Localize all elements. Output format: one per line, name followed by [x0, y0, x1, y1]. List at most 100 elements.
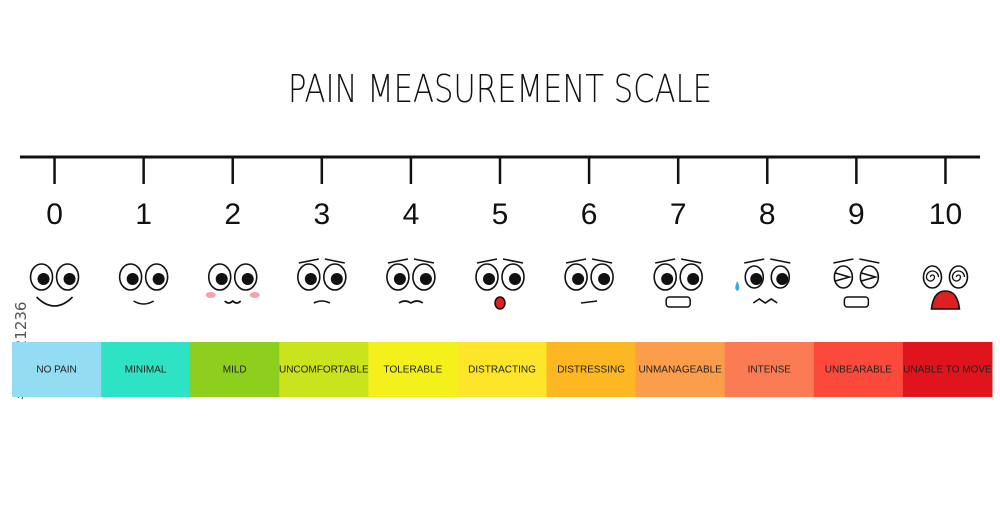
level-band: [546, 342, 637, 397]
face: [205, 263, 260, 304]
level-label: DISTRESSING: [557, 365, 625, 376]
eye-squint: [861, 272, 879, 282]
face: [922, 265, 969, 310]
pupil: [241, 273, 254, 285]
level-band: [813, 342, 904, 397]
pupil: [509, 273, 521, 285]
eye: [859, 265, 880, 289]
eye-spiral: [951, 270, 966, 282]
mouth: [35, 296, 74, 307]
mouth: [580, 300, 598, 304]
face: [564, 258, 614, 304]
brow: [833, 258, 854, 264]
eye-spiral: [925, 270, 940, 282]
level-label: NO PAIN: [36, 365, 76, 376]
blush: [249, 292, 260, 298]
title: PAIN MEASUREMENT SCALE: [288, 67, 712, 111]
level-number: 6: [581, 198, 598, 231]
face: [118, 263, 169, 305]
face: [475, 258, 525, 310]
eye-squint: [835, 272, 853, 282]
brow: [859, 258, 880, 264]
tear: [735, 281, 740, 291]
face: [735, 258, 791, 304]
brow: [387, 258, 409, 264]
pupil: [419, 273, 432, 285]
level-band: [635, 342, 726, 397]
level-label: INTENSE: [748, 365, 792, 376]
mouth: [752, 298, 778, 304]
mouth: [313, 300, 331, 304]
pupil: [393, 273, 406, 285]
level-label: UNABLE TO MOVE: [903, 365, 992, 376]
face: [297, 258, 347, 304]
pupil: [215, 273, 228, 285]
level-number: 1: [135, 198, 152, 231]
eye: [833, 265, 854, 289]
pupil: [330, 273, 343, 285]
mouth: [133, 300, 155, 305]
pupil: [687, 273, 700, 285]
face: [833, 258, 880, 308]
level-label: UNCOMFORTABLE: [279, 365, 369, 376]
level-number: 10: [929, 198, 962, 231]
pupil: [598, 273, 611, 285]
level-number: 4: [403, 198, 420, 231]
level-number: 3: [313, 198, 330, 231]
eye: [922, 265, 943, 289]
level-band: [724, 342, 815, 397]
brow: [591, 258, 613, 264]
pupil: [661, 273, 674, 285]
level-number: 5: [492, 198, 509, 231]
mouth: [665, 296, 691, 308]
level-number: 2: [224, 198, 241, 231]
level-number: 8: [759, 198, 776, 231]
level-band: [902, 342, 993, 397]
level-band: [457, 342, 548, 397]
mouth: [930, 290, 961, 310]
pupil: [750, 273, 763, 285]
brow: [770, 258, 791, 264]
brow: [298, 258, 319, 264]
level-band: [190, 342, 280, 397]
level-band: [279, 342, 369, 397]
pupil: [126, 273, 139, 285]
mouth: [494, 296, 506, 310]
pupil: [572, 273, 585, 285]
face: [29, 263, 80, 307]
level-number: 7: [670, 198, 687, 231]
brow: [324, 258, 345, 264]
level-band: [12, 342, 102, 397]
level-label: MILD: [223, 365, 247, 376]
level-number: 9: [848, 198, 865, 231]
pupil: [304, 273, 317, 285]
pupil: [152, 273, 165, 285]
blush: [205, 292, 216, 298]
eye: [948, 265, 969, 289]
pupil: [483, 273, 495, 285]
level-label: UNMANAGEABLE: [639, 365, 723, 376]
level-band: [368, 342, 458, 397]
level-band: [101, 342, 191, 397]
brow: [502, 258, 524, 264]
face: [653, 258, 703, 308]
level-label: DISTRACTING: [468, 365, 536, 376]
brow: [476, 258, 498, 264]
level-label: TOLERABLE: [384, 365, 443, 376]
pupil: [37, 273, 50, 285]
mouth: [843, 296, 870, 308]
mouth: [224, 299, 242, 304]
pupil: [63, 273, 76, 285]
level-number: 0: [46, 198, 63, 231]
level-label: MINIMAL: [125, 365, 167, 376]
brow: [413, 258, 435, 264]
level-label: UNBEARABLE: [825, 365, 893, 376]
pupil: [776, 273, 789, 285]
brow: [565, 258, 587, 264]
face: [386, 258, 436, 304]
brow: [744, 258, 765, 264]
brow: [655, 258, 676, 264]
brow: [681, 258, 702, 264]
